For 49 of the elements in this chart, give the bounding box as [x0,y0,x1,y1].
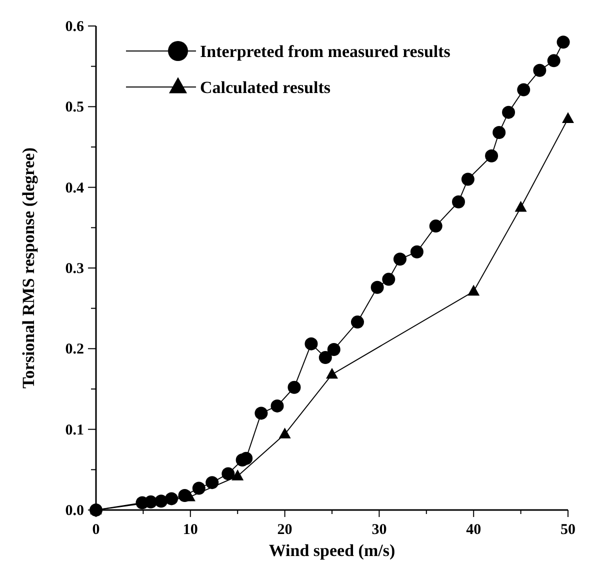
point [350,316,364,329]
point [278,428,291,438]
point [502,106,516,119]
legend-label: Calculated results [200,78,331,97]
point [288,380,301,394]
point [270,399,284,412]
x-tick-label: 10 [182,522,198,538]
y-tick-label: 0.1 [65,422,84,438]
x-tick-label: 20 [277,522,292,538]
x-tick-label: 30 [372,522,387,538]
point [429,220,442,233]
point [461,172,474,186]
point [206,476,219,490]
x-tick-label: 40 [466,522,482,538]
point [393,252,406,266]
point [192,482,206,495]
point [410,245,424,258]
y-tick-label: 0.5 [65,100,84,116]
point [304,337,318,350]
y-axis-title: Torsional RMS response (degree) [19,148,38,388]
point [382,272,396,286]
legend-label: Interpreted from measured results [200,42,451,61]
point [232,470,244,480]
y-tick-label: 0.6 [65,19,84,35]
point [452,195,465,208]
y-tick-label: 0.0 [65,503,84,519]
point [327,342,340,356]
point [468,284,480,296]
point [318,351,332,364]
point [517,83,530,96]
y-tick-label: 0.2 [65,342,84,358]
point [514,200,527,212]
x-tick-label: 0 [92,522,100,538]
point [240,452,253,465]
x-tick-label: 50 [560,522,576,538]
point [485,149,498,162]
y-tick-label: 0.3 [65,261,84,277]
x-axis-title: Wind speed (m/s) [268,541,396,560]
point [556,36,570,49]
y-tick-label: 0.4 [65,180,84,196]
point [165,492,178,506]
point [533,64,546,77]
point [370,280,384,294]
point [492,126,506,139]
point [547,54,560,68]
point [562,112,574,123]
point [254,406,268,420]
point [326,368,338,379]
point [222,467,235,480]
